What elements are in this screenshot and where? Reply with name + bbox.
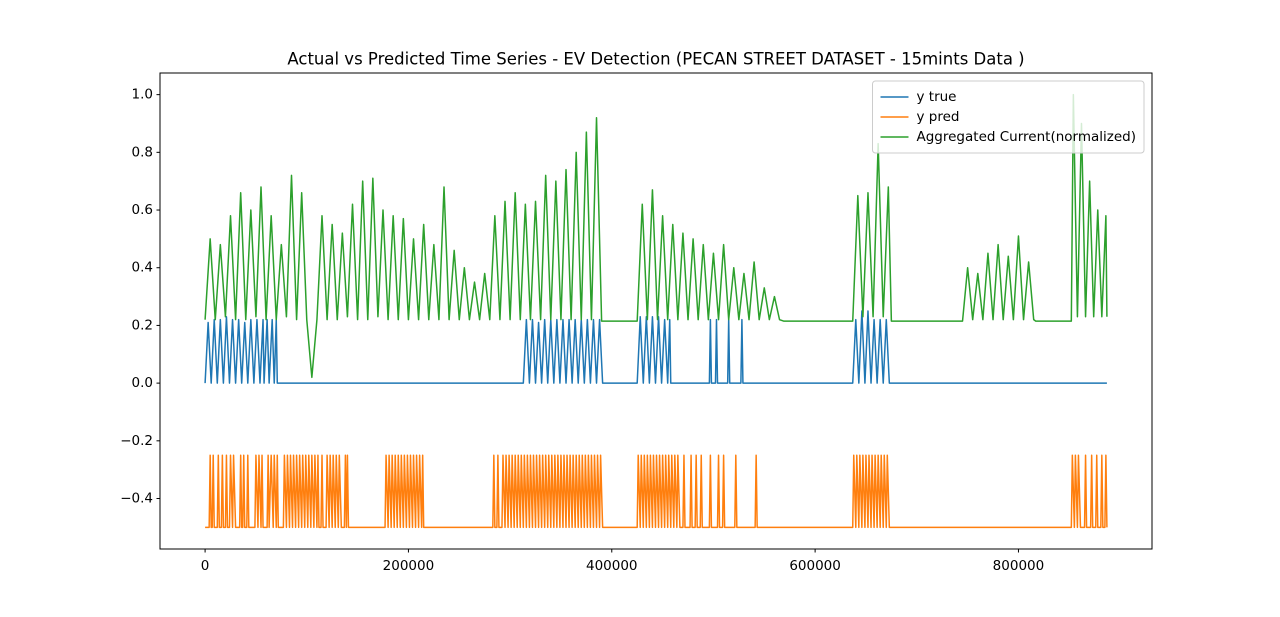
axes-frame <box>159 72 1153 550</box>
y-tick-label: 0.8 <box>132 144 153 160</box>
series-line <box>204 93 1108 379</box>
y-tick-label: 0.2 <box>132 317 153 333</box>
plot-area <box>204 93 1108 529</box>
x-tick-label: 400000 <box>586 558 638 574</box>
y-tick-label: 0.0 <box>132 375 153 391</box>
legend-label: y true <box>917 89 957 105</box>
y-tick-label: 0.6 <box>132 202 153 218</box>
legend-label: Aggregated Current(normalized) <box>917 129 1137 145</box>
x-tick-label: 800000 <box>993 558 1045 574</box>
y-tick-label: −0.2 <box>120 433 153 449</box>
x-tick-label: 200000 <box>383 558 435 574</box>
y-tick-label: −0.4 <box>120 491 153 507</box>
legend-label: y pred <box>917 109 960 125</box>
series-line <box>205 454 1108 529</box>
chart-title: Actual vs Predicted Time Series - EV Det… <box>287 50 1024 69</box>
x-tick-label: 0 <box>201 558 210 574</box>
x-tick-label: 600000 <box>789 558 841 574</box>
legend: y true y pred Aggregated Current(normalize… <box>872 80 1145 154</box>
y-tick-label: 1.0 <box>132 87 153 103</box>
y-tick-label: 0.4 <box>132 260 153 276</box>
legend-box <box>872 80 1145 154</box>
